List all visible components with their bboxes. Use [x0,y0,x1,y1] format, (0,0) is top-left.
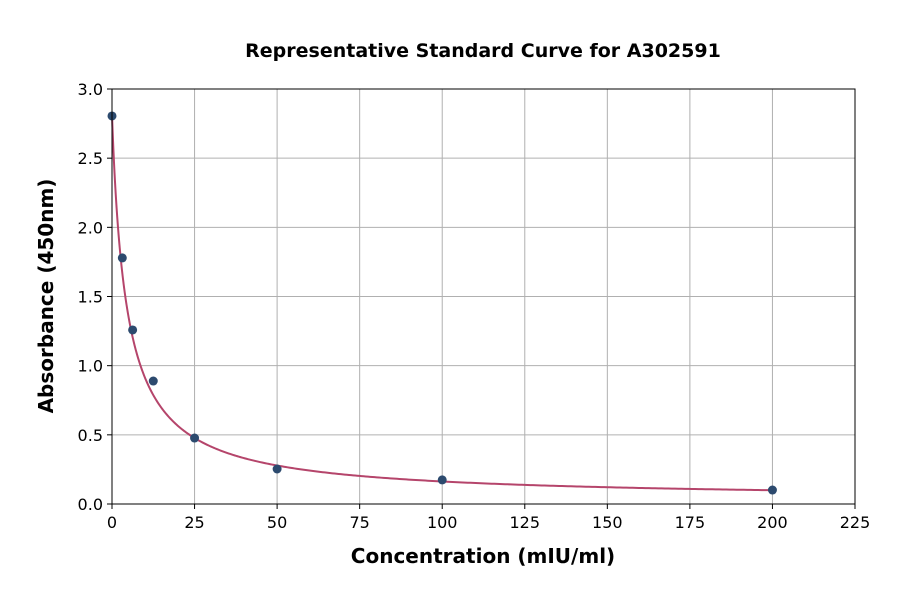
y-tick-label: 1.5 [78,288,103,307]
x-tick-label: 150 [592,513,623,532]
y-tick-label: 3.0 [78,80,103,99]
data-point [437,475,447,485]
data-point [767,485,777,495]
data-point [128,325,138,335]
y-tick-label: 2.0 [78,218,103,237]
x-axis-ticks: 0 25 50 75 100 125 150 175 200 225 [107,504,870,532]
fit-curve [111,114,773,492]
x-tick-label: 50 [267,513,287,532]
y-axis-ticks: 0.0 0.5 1.0 1.5 2.0 2.5 3.0 [78,80,112,514]
y-tick-label: 0.0 [78,495,103,514]
x-tick-label: 75 [349,513,369,532]
x-axis-label: Concentration (mIU/ml) [351,544,615,568]
x-tick-label: 225 [840,513,871,532]
y-tick-label: 1.0 [78,357,103,376]
x-tick-label: 175 [675,513,706,532]
y-tick-label: 0.5 [78,426,103,445]
grid [111,88,856,505]
data-point [117,253,127,263]
data-point [272,464,282,474]
y-tick-label: 2.5 [78,149,103,168]
data-point [148,376,158,386]
x-tick-label: 200 [757,513,788,532]
data-point [190,433,200,443]
x-tick-label: 100 [427,513,458,532]
y-axis-label: Absorbance (450nm) [34,179,58,414]
chart-title: Representative Standard Curve for A30259… [245,40,721,62]
x-tick-label: 0 [107,513,117,532]
x-tick-label: 125 [510,513,541,532]
x-tick-label: 25 [184,513,204,532]
